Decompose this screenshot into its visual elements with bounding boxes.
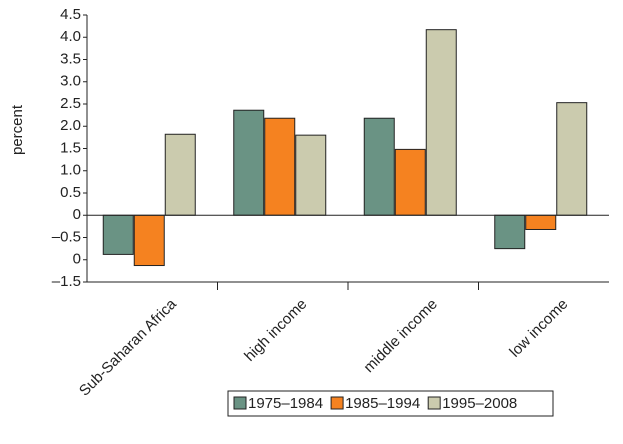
bar [494, 214, 526, 250]
y-tick-label: 2.0 [60, 117, 81, 134]
bar [394, 148, 426, 216]
legend-swatch [427, 396, 441, 410]
y-tick-label: 3.5 [60, 50, 81, 67]
bar [425, 29, 457, 216]
y-tick-label: 1.0 [60, 162, 81, 179]
bar [233, 109, 265, 216]
bar [295, 134, 327, 216]
legend-label: 1985–1994 [345, 395, 420, 412]
legend-label: 1995–2008 [442, 395, 517, 412]
legend-box [227, 390, 554, 417]
bar [363, 117, 395, 216]
y-axis-label: percent [9, 104, 26, 155]
bar [556, 102, 588, 216]
y-tick-label: 3.0 [60, 73, 81, 90]
bar [133, 214, 165, 267]
bar [264, 117, 296, 216]
y-tick-label: 0 [73, 206, 81, 223]
y-tick-label: 2.5 [60, 95, 81, 112]
y-tick-label: 0.5 [60, 184, 81, 201]
x-tick-label: high income [241, 296, 310, 365]
x-tick-label: middle income [360, 296, 440, 376]
bar [525, 214, 557, 230]
legend-swatch [330, 396, 344, 410]
legend-swatch [233, 396, 247, 410]
x-tick-label: Sub-Saharan Africa [76, 295, 180, 399]
y-tick-label: 4.0 [60, 28, 81, 45]
bar [164, 133, 196, 216]
legend-label: 1975–1984 [248, 395, 323, 412]
bar [102, 214, 134, 255]
y-tick-label: –1.5 [52, 273, 81, 290]
y-tick-label: –0.5 [52, 228, 81, 245]
y-tick-label: 1.5 [60, 139, 81, 156]
y-tick-label: 0 [73, 251, 81, 268]
x-tick-label: low income [506, 296, 571, 361]
y-tick-label: 4.5 [60, 6, 81, 23]
